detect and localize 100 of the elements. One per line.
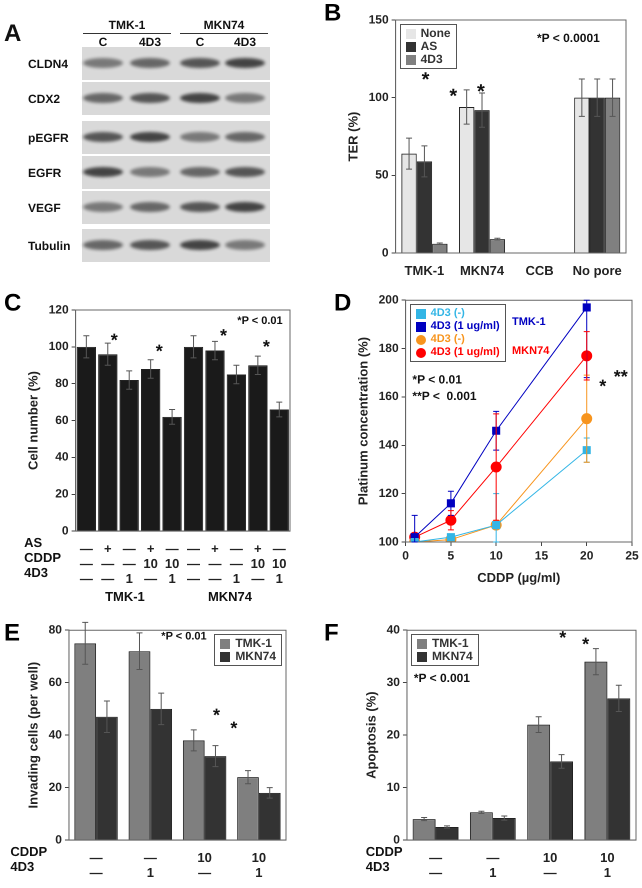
category-label: C [98, 35, 108, 49]
y-tick-label: 0 [62, 523, 69, 538]
y-tick-label: 20 [386, 727, 400, 742]
y-axis-title: Invading cells (per well) [25, 662, 40, 808]
x-tick-label: 5 [448, 548, 455, 563]
annotation: * [559, 628, 566, 648]
annotation: * [449, 85, 458, 108]
annotation: *P < 0.01 [161, 630, 207, 643]
x-tick-label: 10 — [197, 850, 212, 880]
annotation: * [582, 634, 590, 654]
y-tick-label: 40 [55, 450, 69, 464]
category-label: pEGFR [28, 131, 69, 145]
category-label: CLDN4 [28, 57, 68, 71]
y-tick-label: 20 [48, 780, 62, 794]
x-tick-label: — — — [187, 541, 200, 586]
chart-title: B [324, 0, 342, 27]
x-tick-label: 20 [580, 548, 594, 563]
text: TMK-1 [105, 589, 145, 604]
legend-label: 4D3 (1 ug/ml) [430, 346, 500, 360]
y-tick-label: 120 [378, 486, 399, 500]
legend-label: 4D3 (-) [430, 307, 465, 320]
x-tick-label: + 10 — [250, 541, 266, 586]
annotation: ** [614, 366, 628, 387]
x-tick-label: 10 — [542, 850, 558, 880]
text: TMK-1 [108, 18, 146, 32]
text: MKN74 [208, 589, 253, 604]
category-label: VEGF [28, 201, 61, 215]
x-tick-label: + — — [101, 541, 114, 586]
annotation: *P < 0.01 [412, 372, 462, 386]
annotation: * [213, 705, 220, 726]
annotation: **P < 0.001 [412, 389, 477, 404]
x-tick-label: — — [429, 850, 442, 880]
x-tick-label: 15 [534, 548, 548, 563]
y-tick-label: 60 [55, 412, 69, 427]
x-tick-label: 10 [489, 548, 504, 563]
y-tick-label: 100 [368, 90, 389, 104]
category-label: EGFR [28, 166, 62, 180]
annotation: * [476, 80, 485, 103]
x-tick-label: — — 1 [122, 541, 136, 586]
annotation: MKN74 [512, 345, 550, 358]
legend-label: None [420, 26, 451, 40]
y-axis-title: Apoptosis (%) [363, 691, 378, 779]
annotation: * [230, 718, 238, 738]
x-tick-label: + — — [208, 541, 222, 586]
x-tick-label: — 1 [144, 850, 157, 880]
x-tick-label: 25 [625, 548, 639, 563]
x-tick-label: + 10 — [143, 541, 158, 586]
x-tick-label: — 10 1 [164, 541, 180, 586]
y-tick-label: 10 [386, 780, 400, 794]
legend-label: TMK-1 [432, 636, 469, 650]
y-tick-label: 0 [382, 245, 389, 260]
y-tick-label: 20 [55, 486, 69, 501]
text: CDDP 4D3 [366, 844, 403, 874]
annotation: * [110, 330, 118, 350]
legend-label: MKN74 [432, 649, 473, 664]
text: CDDP 4D3 [10, 844, 48, 874]
category-label: 4D3 [232, 35, 257, 49]
legend-label: MKN74 [235, 649, 276, 664]
y-axis-title: TER (%) [345, 112, 360, 162]
y-tick-label: 140 [378, 438, 399, 452]
legend-label: AS [420, 39, 438, 53]
annotation: * [156, 340, 163, 361]
text: AS CDDP 4D3 [24, 535, 62, 580]
annotation: * [262, 336, 270, 357]
x-tick-label: CCB [526, 263, 554, 278]
chart-title: E [4, 620, 20, 647]
x-tick-label: 10 1 [252, 850, 266, 880]
x-tick-label: No pore [572, 263, 622, 278]
annotation: * [599, 376, 606, 396]
x-tick-label: 0 [402, 548, 410, 563]
y-tick-label: 0 [55, 832, 62, 846]
category-label: Tubulin [28, 239, 70, 253]
category-label: 4D3 [138, 35, 162, 49]
y-tick-label: 40 [386, 622, 400, 637]
text: A [4, 20, 22, 48]
y-tick-label: 80 [48, 622, 62, 637]
y-tick-label: 0 [393, 832, 400, 846]
y-tick-label: 80 [55, 376, 69, 390]
y-tick-label: 180 [378, 340, 399, 355]
annotation: *P < 0.001 [414, 670, 470, 685]
y-tick-label: 60 [48, 674, 62, 689]
y-tick-label: 100 [48, 339, 69, 354]
y-axis-title: Platinum concentration (%) [355, 336, 370, 506]
legend-label: 4D3 [420, 52, 443, 66]
text: MKN74 [202, 18, 246, 32]
y-tick-label: 50 [375, 168, 389, 182]
x-tick-label: — — [90, 850, 103, 880]
annotation: *P < 0.01 [237, 315, 283, 328]
x-axis-title: CDDP (µg/ml) [477, 570, 560, 585]
y-axis-title: Cell number (%) [25, 371, 40, 470]
y-tick-label: 200 [378, 292, 399, 307]
y-tick-label: 160 [378, 389, 399, 404]
chart-title: D [334, 290, 352, 317]
legend-label: 4D3 (-) [430, 333, 465, 346]
legend-label: 4D3 (1 ug/ml) [430, 320, 500, 334]
y-tick-label: 150 [368, 12, 389, 26]
annotation: * [422, 69, 430, 92]
y-tick-label: 40 [48, 727, 62, 742]
category-label: CDX2 [28, 92, 60, 106]
x-tick-label: — 10 1 [272, 541, 287, 586]
